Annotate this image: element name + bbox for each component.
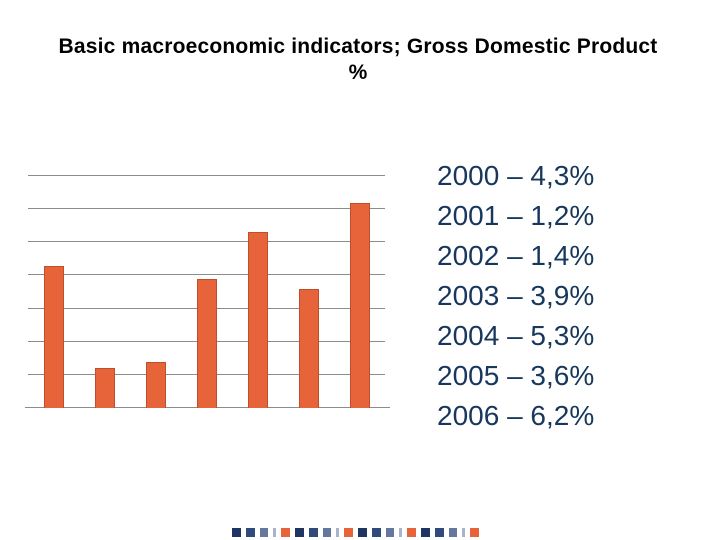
- gdp-line-2004: 2004 – 5,3%: [437, 320, 595, 351]
- gridline-5: [28, 241, 385, 243]
- dash-navy: [372, 528, 381, 537]
- dash-navy: [309, 528, 318, 537]
- gdp-value-list: 2000 – 4,3% 2001 – 1,2% 2002 – 1,4% 2003…: [437, 156, 594, 436]
- dash-navy: [246, 528, 255, 537]
- gdp-line-2002: 2002 – 1,4%: [437, 240, 595, 271]
- gdp-line-2000: 2000 – 4,3%: [437, 160, 595, 191]
- dash-slate: [449, 528, 457, 537]
- footer-dash-decoration: [232, 528, 479, 537]
- dash-navy-dark: [232, 528, 241, 537]
- dash-orange: [344, 528, 353, 537]
- dash-orange: [470, 528, 479, 537]
- dash-navy-dark: [358, 528, 367, 537]
- bar-2006: [349, 202, 370, 408]
- dash-slate: [260, 528, 268, 537]
- gdp-bar-chart: [25, 175, 390, 408]
- slide-title: Basic macroeconomic indicators; Gross Do…: [0, 34, 716, 86]
- dash-pale-thin: [399, 528, 402, 537]
- gdp-line-2006: 2006 – 6,2%: [437, 400, 595, 431]
- gridline-6: [28, 208, 385, 210]
- bar-2003: [196, 278, 217, 408]
- bar-2001: [94, 368, 115, 408]
- dash-pale-thin: [273, 528, 276, 537]
- slide-title-unit-percent: %: [348, 61, 368, 84]
- dash-orange: [281, 528, 290, 537]
- dash-pale-thin: [336, 528, 339, 537]
- gridline-4: [28, 274, 385, 276]
- dash-slate: [323, 528, 331, 537]
- dash-navy-dark: [421, 528, 430, 537]
- dash-navy: [435, 528, 444, 537]
- gdp-line-2005: 2005 – 3,6%: [437, 360, 595, 391]
- dash-navy-dark: [295, 528, 304, 537]
- bar-2004: [247, 232, 268, 408]
- gridline-7: [28, 175, 385, 176]
- bar-2005: [298, 288, 319, 408]
- dash-slate: [386, 528, 394, 537]
- gdp-line-2001: 2001 – 1,2%: [437, 200, 595, 231]
- bar-2002: [145, 361, 166, 408]
- dash-pale-thin: [462, 528, 465, 537]
- gdp-line-2003: 2003 – 3,9%: [437, 280, 595, 311]
- bar-2000: [43, 265, 64, 408]
- dash-orange: [407, 528, 416, 537]
- slide-title-line1: Basic macroeconomic indicators; Gross Do…: [58, 35, 658, 58]
